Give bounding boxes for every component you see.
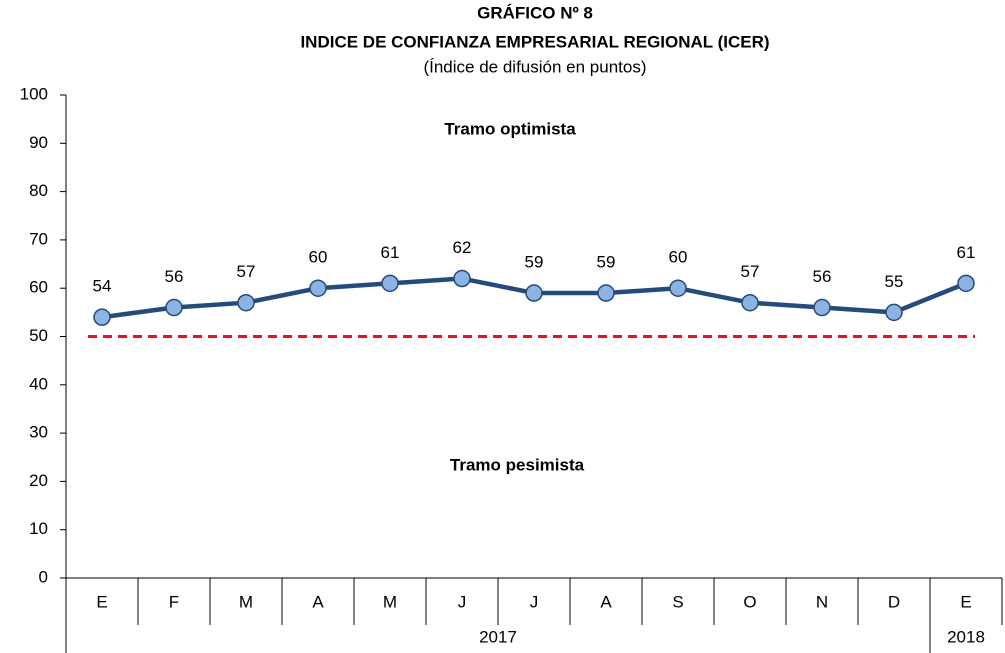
y-tick-label: 80 [29,181,48,200]
data-label: 56 [165,267,184,286]
data-label: 57 [237,262,256,281]
y-tick-label: 100 [20,84,48,103]
annotation: Tramo optimista [444,119,576,138]
point [165,298,183,317]
x-tick-label: S [672,592,683,611]
x-tick-label: A [600,592,612,611]
chart-subtitle: INDICE DE CONFIANZA EMPRESARIAL REGIONAL… [300,32,769,51]
x-tick-label: D [888,592,900,611]
point [957,274,975,293]
point [597,284,615,302]
point [237,293,255,312]
point [741,293,759,312]
point [93,308,111,326]
y-tick-label: 70 [29,229,48,248]
chart-title: GRÁFICO Nº 8 [477,3,593,22]
x-tick-label: F [169,592,179,611]
data-label: 55 [885,272,904,291]
unit-note: (Índice de difusión en puntos) [423,57,646,76]
y-tick-label: 90 [29,133,48,152]
group-label: 2017 [479,627,517,646]
x-tick-label: M [239,592,253,611]
x-tick-label: M [383,592,397,611]
data-label: 60 [669,248,688,267]
point [813,298,831,317]
data-label: 56 [813,267,832,286]
point [525,284,543,302]
y-tick-label: 40 [29,374,48,393]
y-tick-label: 0 [39,567,48,586]
y-tick-label: 60 [29,278,48,297]
data-label: 54 [93,277,112,296]
data-label: 61 [957,243,976,262]
y-tick-label: 10 [29,519,48,538]
x-tick-label: J [458,592,467,611]
x-tick-label: N [816,592,828,611]
annotation: Tramo pesimista [450,455,585,474]
data-label: 60 [309,248,328,267]
point [453,269,471,288]
data-label: 59 [597,253,616,272]
point [381,274,399,293]
x-tick-label: O [743,592,756,611]
y-tick-label: 20 [29,471,48,490]
point [885,303,903,322]
x-tick-label: J [530,592,539,611]
data-label: 62 [453,238,472,257]
data-label: 59 [525,253,544,272]
point [669,279,687,297]
point [309,279,327,297]
group-label: 2018 [947,627,985,646]
x-tick-label: E [96,592,107,611]
data-label: 61 [381,243,400,262]
y-tick-label: 30 [29,423,48,442]
y-tick-label: 50 [29,326,48,345]
data-label: 57 [741,262,760,281]
x-tick-label: A [312,592,324,611]
x-tick-label: E [960,592,971,611]
